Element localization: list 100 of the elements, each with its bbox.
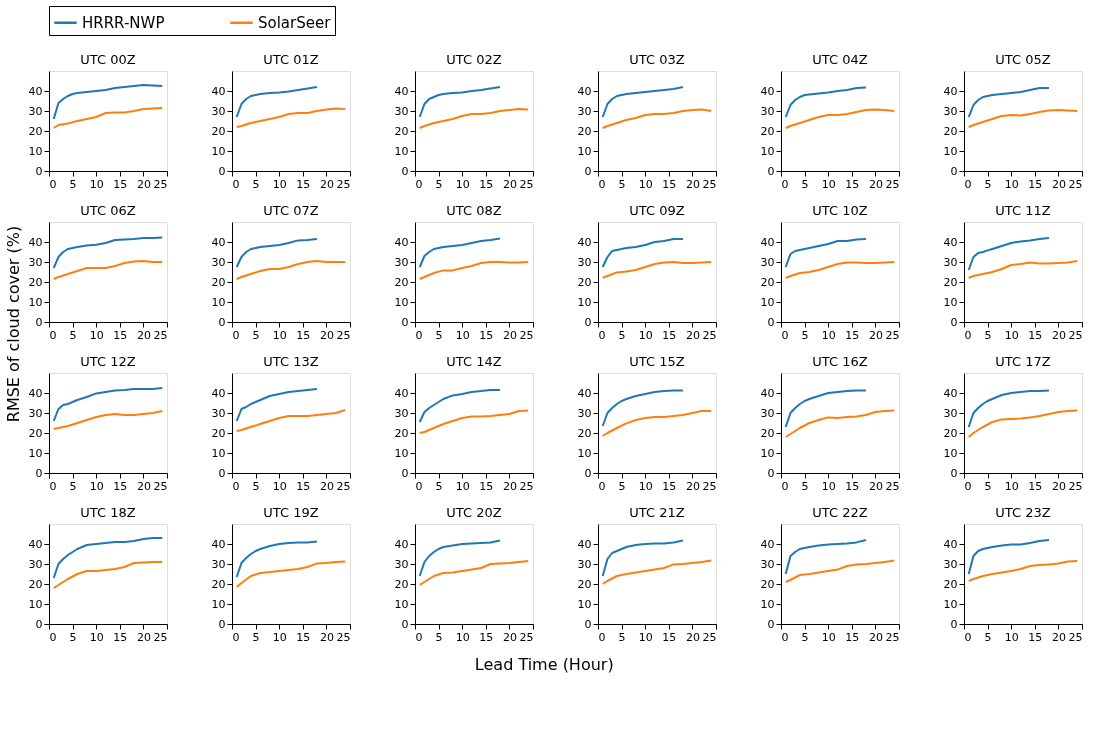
line-series [235,107,347,128]
x-tick-label: 0 [964,328,972,342]
y-tick-label: 40 [394,235,409,249]
x-tick-label: 15 [296,328,311,342]
y-tick-label: 40 [760,235,775,249]
y-tick-label: 30 [760,255,775,269]
y-tick-label: 30 [943,255,958,269]
line-series [418,237,501,268]
x-tick-label: 10 [455,328,470,342]
chart-title: UTC 03Z [629,52,685,67]
y-tick-label: 0 [401,164,409,178]
y-tick-label: 10 [760,144,775,158]
x-tick-label: 25 [519,328,534,342]
x-tick-label: 5 [984,630,992,644]
x-tick-label: 5 [984,479,992,493]
x-tick-label: 20 [319,328,334,342]
x-tick-label: 10 [272,479,287,493]
x-tick-label: 10 [1004,479,1019,493]
y-tick-label: 10 [28,597,43,611]
x-tick-label: 25 [336,177,351,191]
y-tick-label: 30 [211,255,226,269]
x-tick-label: 0 [598,328,606,342]
y-tick-label: 40 [577,235,592,249]
y-tick-label: 0 [584,466,592,480]
chart-title: UTC 12Z [80,354,136,369]
y-tick-label: 20 [211,577,226,591]
y-tick-label: 30 [577,255,592,269]
y-tick-label: 40 [211,537,226,551]
y-tick-label: 30 [211,557,226,571]
y-tick-label: 20 [577,577,592,591]
y-tick-label: 40 [943,386,958,400]
x-tick-label: 5 [252,177,260,191]
y-tick-label: 0 [950,466,958,480]
y-tick-label: 10 [943,446,958,460]
x-tick-label: 0 [415,630,423,644]
x-tick-label: 0 [49,328,57,342]
chart-title: UTC 10Z [812,203,868,218]
x-tick-label: 10 [272,328,287,342]
x-tick-label: 15 [845,328,860,342]
y-tick-label: 10 [211,597,226,611]
x-tick-label: 15 [845,177,860,191]
x-tick-label: 5 [435,177,443,191]
y-tick-label: 20 [394,426,409,440]
y-tick-label: 40 [211,386,226,400]
x-tick-label: 20 [868,479,883,493]
x-tick-label: 20 [1051,630,1066,644]
x-tick-label: 0 [49,479,57,493]
x-tick-label: 10 [89,630,104,644]
line-series [52,537,164,579]
y-tick-label: 10 [211,144,226,158]
y-tick-label: 0 [35,466,43,480]
line-series [967,237,1050,271]
y-tick-label: 10 [943,295,958,309]
y-tick-label: 0 [584,164,592,178]
chart-title: UTC 19Z [263,505,319,520]
y-tick-label: 0 [218,164,226,178]
x-tick-label: 15 [296,479,311,493]
y-tick-label: 20 [577,124,592,138]
line-series [235,260,347,280]
y-tick-label: 30 [211,406,226,420]
x-tick-label: 25 [519,479,534,493]
x-tick-label: 15 [662,630,677,644]
x-axis-title: Lead Time (Hour) [474,654,614,674]
x-tick-label: 15 [113,328,128,342]
y-tick-label: 20 [28,124,43,138]
x-tick-label: 15 [1028,630,1043,644]
x-tick-label: 10 [272,630,287,644]
y-tick-label: 10 [394,295,409,309]
y-tick-label: 40 [28,537,43,551]
y-tick-label: 40 [760,386,775,400]
x-tick-label: 5 [618,328,626,342]
line-series [784,261,896,279]
y-tick-label: 0 [218,617,226,631]
line-series [418,560,530,586]
y-tick-label: 0 [35,617,43,631]
y-tick-label: 10 [577,295,592,309]
y-tick-label: 0 [767,315,775,329]
x-tick-label: 5 [801,630,809,644]
y-tick-label: 40 [943,537,958,551]
line-series [52,107,164,129]
y-tick-label: 30 [760,104,775,118]
x-tick-label: 15 [845,630,860,644]
y-tick-label: 0 [218,315,226,329]
x-tick-label: 15 [662,177,677,191]
x-tick-label: 10 [455,479,470,493]
chart-title: UTC 00Z [80,52,136,67]
legend-label: SolarSeer [258,13,332,32]
line-series [967,539,1050,575]
y-tick-label: 40 [211,84,226,98]
y-tick-label: 10 [943,597,958,611]
x-tick-label: 25 [1068,630,1083,644]
y-tick-label: 40 [28,386,43,400]
chart-title: UTC 17Z [995,354,1051,369]
y-tick-label: 20 [28,275,43,289]
x-tick-label: 25 [885,630,900,644]
chart-title: UTC 04Z [812,52,868,67]
x-tick-label: 5 [252,630,260,644]
y-tick-label: 30 [943,406,958,420]
x-tick-label: 15 [113,630,128,644]
y-tick-label: 10 [760,597,775,611]
